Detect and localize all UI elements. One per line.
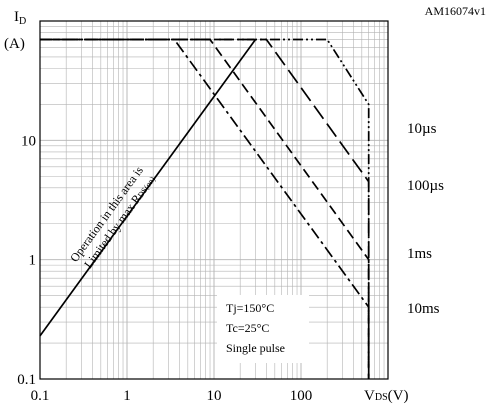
grid-lines	[40, 21, 388, 379]
x-tick-labels: 0.1 1 10 100	[31, 388, 313, 404]
soa-curve-line	[40, 38, 370, 379]
rds-limit-region	[39, 38, 257, 337]
soa-curve-line	[40, 38, 370, 379]
y-axis-unit: (A)	[4, 36, 25, 52]
x-tick-label: 10	[207, 388, 222, 404]
series-lines	[40, 38, 370, 379]
note-line: Tc=25°C	[226, 321, 269, 335]
series-label: 10µs	[407, 121, 437, 137]
rds-limit-line	[39, 38, 257, 337]
figure-id: AM16074v1	[425, 4, 486, 18]
series-labels: 10µs 100µs 1ms 10ms	[407, 121, 444, 317]
y-tick-label: 0.1	[17, 372, 36, 388]
series-label: 1ms	[407, 246, 432, 262]
series-label: 100µs	[407, 178, 444, 194]
soa-curve-line	[40, 38, 370, 379]
x-tick-label: 1	[123, 388, 131, 404]
y-tick-label: 10	[21, 133, 36, 149]
note-line: Tj=150°C	[226, 301, 274, 315]
x-tick-label: 0.1	[31, 388, 50, 404]
y-tick-labels: 0.1 1 10	[17, 133, 36, 388]
soa-curve-line	[40, 38, 370, 379]
plot-frame	[39, 20, 389, 380]
y-axis-label: ID	[14, 9, 26, 27]
test-conditions-note: Tj=150°C Tc=25°C Single pulse	[217, 295, 309, 363]
note-line: Single pulse	[226, 341, 285, 355]
x-axis-label: VDS(V)	[364, 388, 408, 404]
x-tick-label: 100	[290, 388, 313, 404]
series-label: 10ms	[407, 301, 440, 317]
note-box	[217, 295, 309, 363]
y-tick-label: 1	[29, 253, 37, 269]
